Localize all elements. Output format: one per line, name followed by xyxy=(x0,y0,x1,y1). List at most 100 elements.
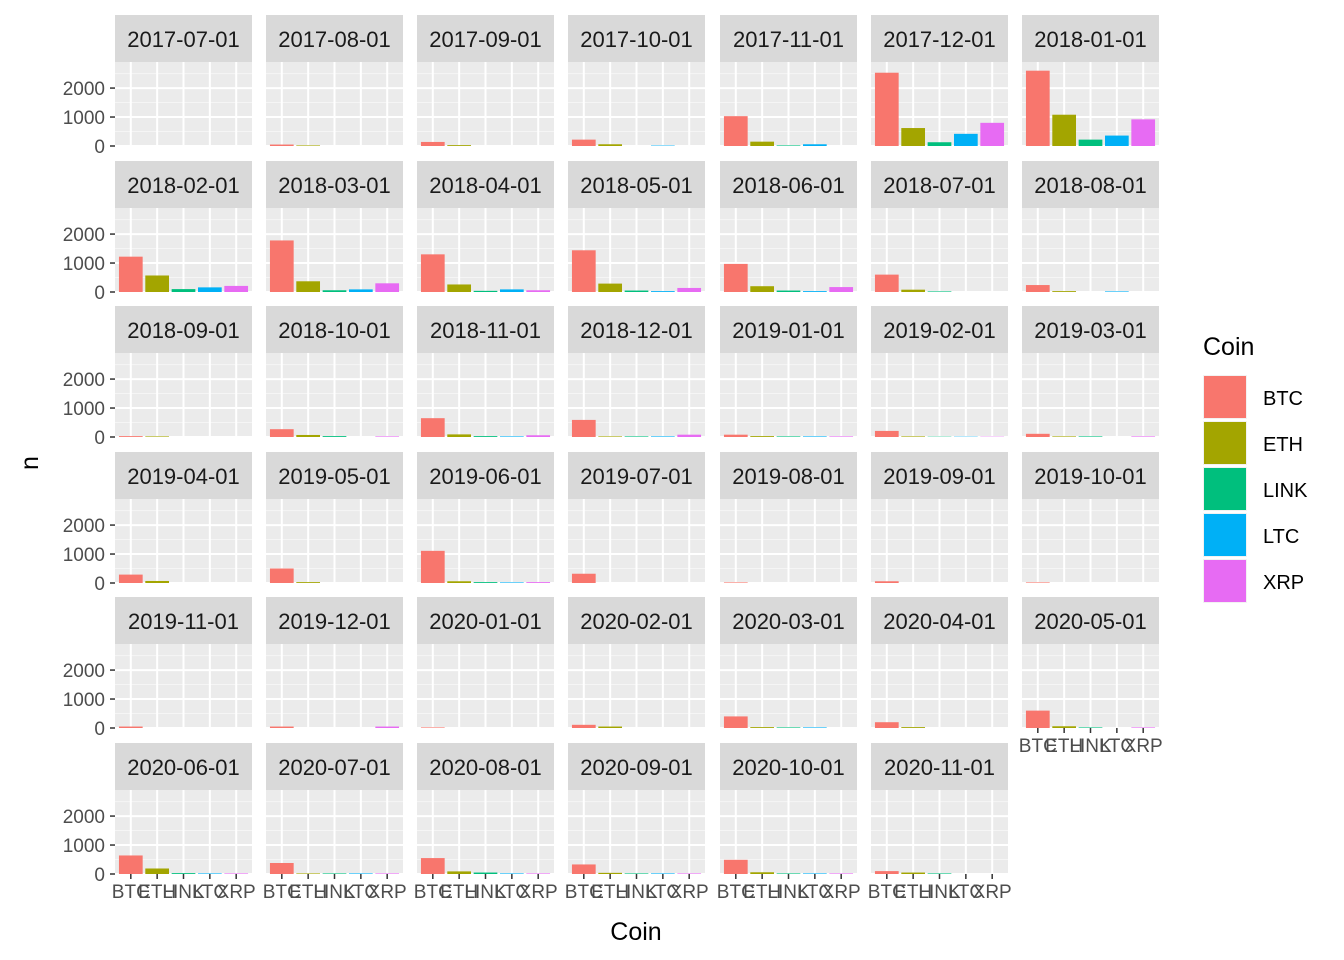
facet-panel: 2018-09-01 0 1000 2000 xyxy=(63,306,252,449)
facet-panel: 2017-12-01 xyxy=(871,15,1008,147)
facet-strip xyxy=(266,597,403,644)
bar-xrp xyxy=(829,287,854,292)
facet-strip-label: 2018-11-01 xyxy=(430,318,541,343)
bar-eth xyxy=(145,275,170,292)
bar-btc xyxy=(269,862,294,874)
bar-eth xyxy=(598,144,623,146)
x-tick-label: LINK xyxy=(1069,736,1112,757)
bar-btc xyxy=(571,419,596,437)
facet-strip-label: 2019-08-01 xyxy=(732,464,845,489)
facet-strip-label: 2017-12-01 xyxy=(883,27,996,52)
facet-strip-label: 2019-11-01 xyxy=(128,609,239,634)
x-tick-label: ETH xyxy=(591,882,629,903)
bar-eth xyxy=(750,141,775,146)
y-tick-label: 2000 xyxy=(63,79,105,100)
bar-btc xyxy=(118,855,143,874)
facet-strip xyxy=(266,15,403,62)
bar-btc xyxy=(118,256,143,292)
bar-ltc xyxy=(802,144,827,146)
x-tick-label: XRP xyxy=(670,882,709,903)
facet-strip-label: 2020-03-01 xyxy=(732,609,845,634)
facet-panel: 2019-04-01 0 1000 2000 xyxy=(63,452,252,595)
x-tick-label: LINK xyxy=(464,882,507,903)
facet-panel: 2019-08-01 xyxy=(720,452,857,584)
bar-ltc xyxy=(1104,135,1129,146)
bar-ltc xyxy=(802,873,827,874)
bar-ltc xyxy=(953,133,978,146)
bar-btc xyxy=(420,254,445,292)
facet-panel: 2019-02-01 xyxy=(871,306,1008,438)
bar-eth xyxy=(901,727,926,728)
bar-ltc xyxy=(197,287,222,292)
bar-btc xyxy=(874,430,899,437)
legend: Coin BTC ETH LINK LTC XRP xyxy=(1203,333,1308,603)
bar-btc xyxy=(420,418,445,437)
facet-strip xyxy=(568,452,705,499)
facet-strip xyxy=(871,743,1008,790)
facet-strip-label: 2017-10-01 xyxy=(580,27,693,52)
facet-strip xyxy=(720,452,857,499)
bar-eth xyxy=(750,286,775,292)
bar-eth xyxy=(1052,114,1077,146)
bar-ltc xyxy=(650,873,675,874)
legend-label-xrp: XRP xyxy=(1263,572,1304,594)
facet-strip-label: 2019-10-01 xyxy=(1034,464,1147,489)
facet-strip-label: 2019-02-01 xyxy=(883,318,996,343)
facet-strip-label: 2018-02-01 xyxy=(127,173,240,198)
legend-title: Coin xyxy=(1203,333,1254,361)
x-tick-label: LINK xyxy=(162,882,205,903)
facet-panel: 2017-07-01 0 1000 2000 xyxy=(63,15,252,158)
facet-strip xyxy=(720,161,857,208)
facet-panel: 2018-05-01 xyxy=(568,161,705,293)
y-tick-label: 1000 xyxy=(63,836,105,857)
y-tick-label: 0 xyxy=(94,719,105,740)
bar-btc xyxy=(420,727,445,728)
x-tick-label: LTC xyxy=(193,882,227,903)
bar-xrp xyxy=(980,122,1005,146)
x-tick-label: XRP xyxy=(1124,736,1163,757)
facet-strip-label: 2017-11-01 xyxy=(733,27,844,52)
facet-strip-label: 2018-03-01 xyxy=(278,173,391,198)
bar-link xyxy=(1078,139,1103,146)
facet-strip-label: 2018-08-01 xyxy=(1034,173,1147,198)
bar-btc xyxy=(874,274,899,292)
facet-strip-label: 2020-10-01 xyxy=(732,755,845,780)
x-tick-label: LINK xyxy=(313,882,356,903)
bar-xrp xyxy=(375,726,400,728)
facet-panel: 2018-03-01 xyxy=(266,161,403,293)
bar-link xyxy=(473,582,498,583)
legend-label-link: LINK xyxy=(1263,480,1308,502)
y-tick-label: 1000 xyxy=(63,254,105,275)
facet-strip xyxy=(568,306,705,353)
bar-btc xyxy=(1025,70,1050,146)
bar-btc xyxy=(571,864,596,874)
x-tick-label: LTC xyxy=(495,882,529,903)
bar-xrp xyxy=(224,873,249,874)
bar-ltc xyxy=(348,289,373,292)
x-tick-label: LINK xyxy=(918,882,961,903)
x-tick-label: BTC xyxy=(565,882,603,903)
facet-strip-label: 2018-10-01 xyxy=(278,318,391,343)
facet-strip-label: 2019-05-01 xyxy=(278,464,391,489)
facet-strip xyxy=(266,306,403,353)
facet-panel: 2018-01-01 xyxy=(1022,15,1159,147)
legend-label-btc: BTC xyxy=(1263,388,1303,410)
bar-link xyxy=(171,289,196,292)
bar-eth xyxy=(296,873,321,874)
facet-strip xyxy=(871,306,1008,353)
y-tick-label: 1000 xyxy=(63,545,105,566)
bar-xrp xyxy=(224,285,249,292)
x-tick-label: LINK xyxy=(615,882,658,903)
bar-xrp xyxy=(526,582,551,583)
x-tick-label: BTC xyxy=(414,882,452,903)
facet-strip xyxy=(871,597,1008,644)
bar-btc xyxy=(723,263,748,292)
bar-btc xyxy=(1025,285,1050,292)
facet-strip xyxy=(1022,15,1159,62)
bar-ltc xyxy=(197,873,222,874)
y-tick-label: 1000 xyxy=(63,108,105,129)
facet-panel: 2017-11-01 xyxy=(720,15,857,147)
